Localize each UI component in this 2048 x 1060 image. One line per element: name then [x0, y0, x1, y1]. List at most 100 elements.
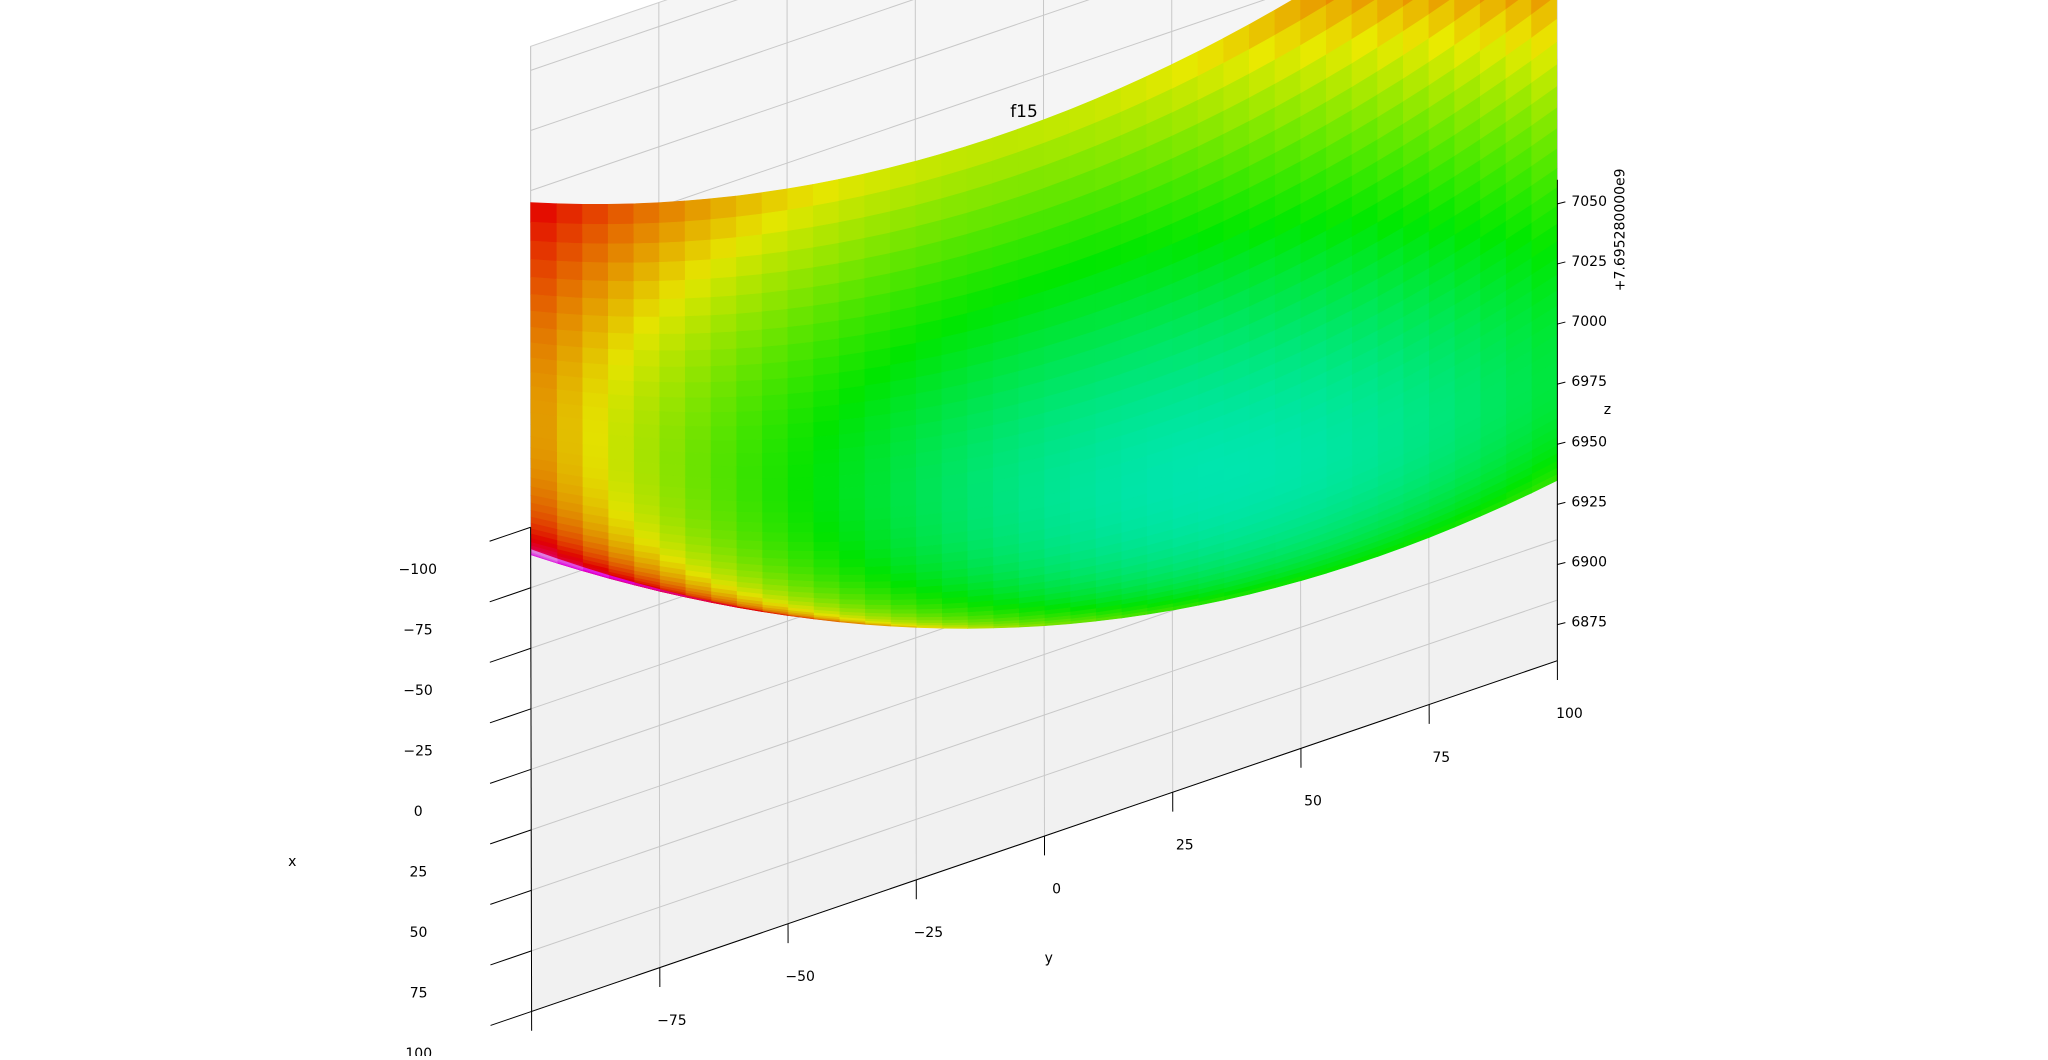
- z-axis-label: z: [1604, 402, 1611, 418]
- surface-facet: [633, 203, 659, 224]
- surface-facet: [839, 486, 865, 500]
- surface-facet: [762, 513, 788, 524]
- surface-facet: [813, 511, 839, 523]
- x-tick-label: −50: [403, 683, 433, 699]
- x-tick-label: 100: [405, 1046, 432, 1056]
- surface-facet: [788, 490, 814, 502]
- surface-facet: [762, 502, 788, 513]
- surface-facet: [659, 382, 685, 398]
- surface-facet: [762, 550, 788, 559]
- surface-facet: [813, 356, 839, 376]
- surface-facet: [633, 317, 659, 334]
- x-tick-label: 0: [414, 804, 423, 820]
- surface-facet: [685, 453, 711, 466]
- surface-facet: [633, 281, 659, 299]
- surface-facet: [813, 476, 839, 490]
- surface-facet: [710, 382, 736, 398]
- surface-facet: [916, 621, 942, 624]
- surface-facet: [685, 298, 711, 317]
- surface-facet: [839, 510, 865, 522]
- x-tick: [490, 890, 531, 904]
- surface-facet: [787, 342, 813, 362]
- y-tick-label: −75: [657, 1013, 687, 1029]
- surface-facet: [736, 440, 762, 454]
- surface-facet: [711, 500, 737, 512]
- x-axis-label: x: [288, 854, 296, 870]
- surface-facet: [659, 425, 685, 439]
- surface-facet: [736, 453, 762, 466]
- surface-facet: [608, 349, 634, 366]
- surface-facet: [839, 575, 865, 582]
- surface-facet: [634, 450, 660, 464]
- surface-facet: [762, 231, 788, 255]
- surface-facet: [685, 350, 711, 367]
- y-tick-label: 100: [1556, 706, 1583, 722]
- surface-facet: [710, 332, 736, 350]
- surface-facet: [556, 261, 582, 280]
- surface-facet: [890, 600, 916, 606]
- surface-facet: [710, 412, 736, 427]
- z-tick: [1557, 623, 1565, 625]
- surface-facet: [762, 362, 788, 380]
- x-tick: [490, 527, 531, 541]
- surface-facet: [813, 551, 839, 560]
- surface-facet: [608, 204, 634, 225]
- surface-facet: [685, 477, 711, 490]
- surface-facet: [813, 575, 839, 582]
- surface-facet: [710, 366, 736, 383]
- surface-facet: [890, 573, 916, 582]
- surface-facet: [916, 614, 942, 618]
- x-tick-label: 50: [410, 925, 428, 941]
- surface-facet: [813, 321, 839, 342]
- surface-facet: [839, 498, 865, 511]
- surface-facet: [890, 605, 916, 610]
- surface-facet: [608, 365, 634, 382]
- surface-facet: [736, 294, 762, 315]
- surface-facet: [608, 380, 634, 396]
- surface-facet: [531, 327, 557, 345]
- surface-facet: [761, 189, 787, 214]
- surface-facet: [608, 244, 634, 263]
- surface-facet: [865, 529, 891, 541]
- surface-facet: [710, 314, 736, 333]
- surface-facet: [736, 347, 762, 365]
- surface-facet: [813, 560, 839, 568]
- z-tick-label: 6900: [1571, 555, 1607, 571]
- surface-facet: [736, 330, 762, 349]
- y-tick-label: −50: [785, 969, 815, 985]
- surface-facet: [788, 551, 814, 560]
- surface-facet: [788, 523, 814, 533]
- surface-facet: [557, 361, 583, 378]
- surface-facet: [582, 204, 608, 224]
- surface-facet: [633, 299, 659, 317]
- surface-facet: [762, 291, 788, 312]
- surface-facet: [582, 378, 608, 395]
- y-tick-label: 25: [1176, 837, 1194, 853]
- surface-facet: [813, 542, 839, 551]
- surface-facet: [813, 405, 839, 423]
- z-tick: [1557, 502, 1565, 504]
- surface-facet: [813, 568, 839, 576]
- surface-facet: [813, 522, 839, 533]
- surface-facet: [762, 327, 788, 347]
- surface-facet: [839, 582, 865, 589]
- surface-facet: [659, 299, 685, 317]
- surface-facet: [711, 440, 737, 453]
- surface-facet: [685, 465, 711, 478]
- x-tick: [490, 648, 531, 662]
- surface-facet: [710, 397, 736, 412]
- surface-facet: [890, 594, 916, 600]
- surface-facet: [736, 214, 762, 238]
- surface-facet: [659, 334, 685, 351]
- surface-facet: [582, 280, 608, 299]
- surface-facet: [582, 315, 608, 333]
- surface-facet: [685, 412, 711, 426]
- z-tick: [1557, 262, 1565, 264]
- surface-facet: [788, 533, 814, 543]
- surface-facet: [531, 294, 557, 313]
- surface-facet: [787, 359, 813, 378]
- surface-facet: [762, 532, 788, 542]
- surface-facet: [634, 396, 660, 411]
- surface-facet: [556, 223, 582, 243]
- surface-facet: [865, 574, 891, 582]
